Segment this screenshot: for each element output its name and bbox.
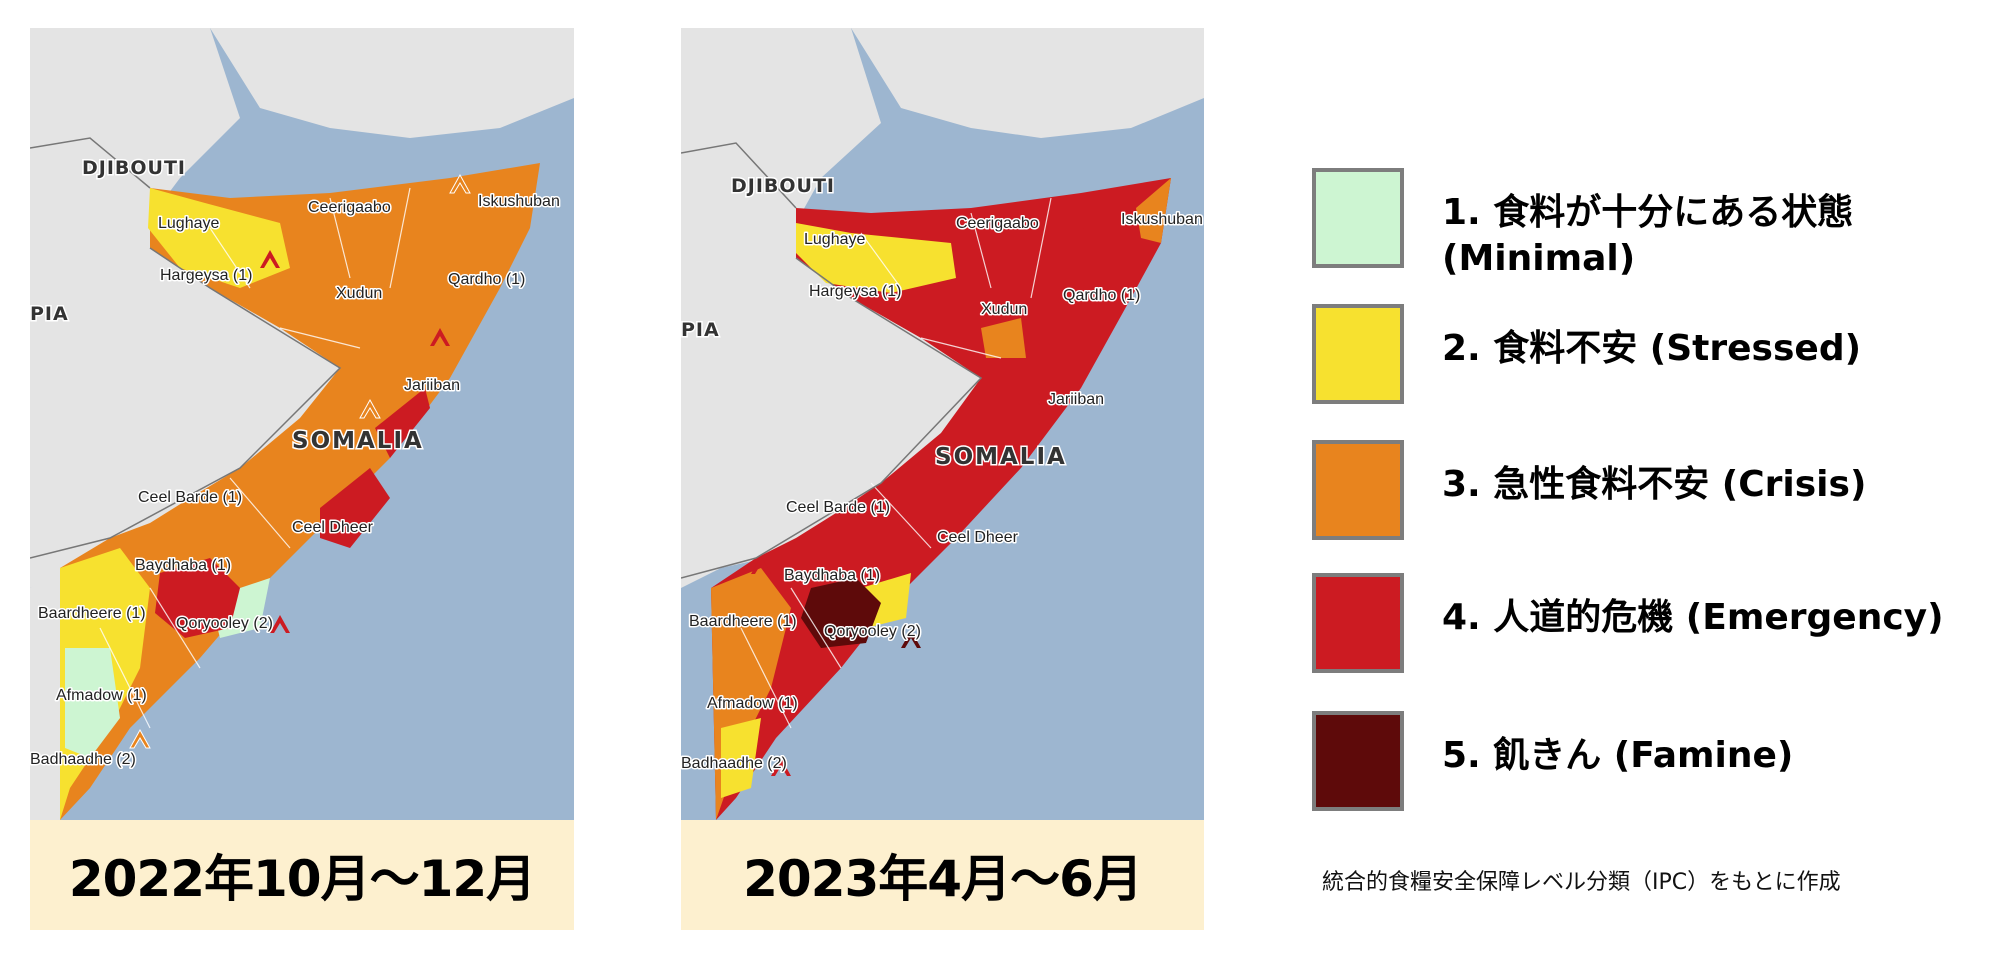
label-baardheere: Baardheere (1) bbox=[689, 613, 797, 630]
region-crisis-xudun bbox=[981, 318, 1026, 358]
label-ceel-barde: Ceel Barde (1) bbox=[138, 489, 242, 506]
map-svg-2022: DJIBOUTI PIA SOMALIA Lughaye Ceerigaabo … bbox=[30, 28, 574, 820]
camp-markers-orange bbox=[129, 173, 471, 749]
region-stressed-northwest bbox=[148, 188, 290, 288]
camp-marker bbox=[449, 173, 471, 194]
label-afmadow: Afmadow (1) bbox=[56, 687, 147, 704]
label-ceel-dheer: Ceel Dheer bbox=[937, 529, 1019, 546]
legend-label-emergency: 4. 人道的危機 (Emergency) bbox=[1442, 597, 1944, 638]
legend-item-stressed: 2. 食料不安 (Stressed) bbox=[1312, 304, 1992, 414]
idp-camp-markers bbox=[751, 220, 1098, 776]
label-djibouti: DJIBOUTI bbox=[731, 175, 835, 197]
ipc-map-2022: DJIBOUTI PIA SOMALIA Lughaye Ceerigaabo … bbox=[30, 28, 574, 820]
camp-marker bbox=[1078, 220, 1098, 238]
label-ceerigaabo: Ceerigaabo bbox=[308, 199, 391, 216]
map-svg-2023: DJIBOUTI PIA SOMALIA Lughaye Ceerigaabo … bbox=[681, 28, 1204, 820]
region-emergency-coast bbox=[375, 388, 430, 458]
camp-marker bbox=[260, 250, 280, 268]
region-stressed-northwest bbox=[796, 223, 956, 293]
label-somalia: SOMALIA bbox=[292, 428, 424, 454]
legend-item-famine: 5. 飢きん (Famine) bbox=[1312, 711, 1992, 821]
label-ceel-dheer: Ceel Dheer bbox=[292, 519, 374, 536]
ipc-legend: 1. 食料が十分にある状態 (Minimal) 2. 食料不安 (Stresse… bbox=[1312, 168, 1992, 828]
camp-marker bbox=[901, 630, 921, 648]
region-minimal bbox=[65, 648, 120, 758]
source-note: 統合的食糧安全保障レベル分類（IPC）をもとに作成 bbox=[1322, 870, 1841, 895]
label-ethiopia-fragment: PIA bbox=[681, 319, 720, 341]
label-jariiban: Jariiban bbox=[1048, 391, 1104, 408]
period-label: 2023年4月〜6月 bbox=[743, 850, 1143, 908]
label-lughaye: Lughaye bbox=[804, 231, 865, 248]
legend-item-minimal: 1. 食料が十分にある状態 (Minimal) bbox=[1312, 168, 1992, 279]
label-ceerigaabo: Ceerigaabo bbox=[956, 215, 1039, 232]
region-crisis-northeast bbox=[1136, 178, 1171, 243]
label-baydhaba: Baydhaba (1) bbox=[784, 567, 880, 584]
legend-label-stressed: 2. 食料不安 (Stressed) bbox=[1442, 328, 1862, 369]
legend-label-famine: 5. 飢きん (Famine) bbox=[1442, 735, 1794, 776]
region-emergency-baydhaba bbox=[155, 558, 240, 638]
label-xudun: Xudun bbox=[336, 285, 382, 302]
label-qardho: Qardho (1) bbox=[448, 271, 525, 288]
region-emergency-ceeldheer bbox=[320, 468, 390, 548]
period-caption-2022: 2022年10月〜12月 bbox=[30, 820, 574, 930]
camp-marker bbox=[129, 728, 151, 749]
camp-marker bbox=[270, 615, 290, 633]
region-somalia-emergency bbox=[711, 178, 1171, 820]
legend-label-minimal: 1. 食料が十分にある状態 (Minimal) bbox=[1442, 192, 1854, 279]
label-jariiban: Jariiban bbox=[404, 377, 460, 394]
camp-marker bbox=[751, 556, 771, 574]
region-famine bbox=[801, 578, 881, 648]
legend-swatch-minimal bbox=[1312, 168, 1404, 268]
label-djibouti: DJIBOUTI bbox=[82, 157, 186, 179]
legend-swatch-famine bbox=[1312, 711, 1404, 811]
region-stressed-south bbox=[721, 718, 761, 798]
label-afmadow: Afmadow (1) bbox=[707, 695, 798, 712]
label-ceel-barde: Ceel Barde (1) bbox=[786, 499, 890, 516]
label-badhaadhe: Badhaadhe (2) bbox=[681, 755, 787, 772]
label-iskushuban: Iskushuban bbox=[1121, 211, 1203, 228]
legend-item-emergency: 4. 人道的危機 (Emergency) bbox=[1312, 573, 1992, 683]
map-panel-2022: DJIBOUTI PIA SOMALIA Lughaye Ceerigaabo … bbox=[30, 28, 574, 930]
legend-swatch-emergency bbox=[1312, 573, 1404, 673]
label-baydhaba: Baydhaba (1) bbox=[135, 557, 231, 574]
label-iskushuban: Iskushuban bbox=[478, 193, 560, 210]
idp-camp-markers bbox=[260, 250, 450, 633]
legend-swatch-crisis bbox=[1312, 440, 1404, 540]
label-qoryooley: Qoryooley (2) bbox=[176, 615, 273, 632]
country-border bbox=[30, 137, 342, 559]
period-label: 2022年10月〜12月 bbox=[68, 850, 536, 908]
label-ethiopia-fragment: PIA bbox=[30, 303, 69, 325]
label-somalia: SOMALIA bbox=[935, 444, 1067, 470]
boundaries bbox=[740, 197, 1052, 729]
map-panel-2023: DJIBOUTI PIA SOMALIA Lughaye Ceerigaabo … bbox=[681, 28, 1204, 930]
label-qardho: Qardho (1) bbox=[1063, 287, 1140, 304]
label-badhaadhe: Badhaadhe (2) bbox=[30, 751, 136, 768]
camp-marker bbox=[430, 328, 450, 346]
camp-marker bbox=[359, 398, 381, 419]
region-somalia-crisis bbox=[60, 163, 540, 820]
boundaries bbox=[99, 187, 411, 729]
legend-item-crisis: 3. 急性食料不安 (Crisis) bbox=[1312, 440, 1992, 550]
land-arabia bbox=[851, 28, 1204, 138]
country-border bbox=[681, 142, 983, 579]
label-baardheere: Baardheere (1) bbox=[38, 605, 146, 622]
label-qoryooley: Qoryooley (2) bbox=[824, 623, 921, 640]
camp-markers-dark bbox=[901, 630, 921, 648]
ipc-map-2023: DJIBOUTI PIA SOMALIA Lughaye Ceerigaabo … bbox=[681, 28, 1204, 820]
label-xudun: Xudun bbox=[981, 301, 1027, 318]
legend-label-crisis: 3. 急性食料不安 (Crisis) bbox=[1442, 464, 1867, 505]
land-arabia bbox=[210, 28, 574, 138]
label-lughaye: Lughaye bbox=[158, 215, 219, 232]
period-caption-2023: 2023年4月〜6月 bbox=[681, 820, 1204, 930]
label-hargeysa: Hargeysa (1) bbox=[809, 283, 901, 300]
label-hargeysa: Hargeysa (1) bbox=[160, 267, 252, 284]
camp-marker bbox=[771, 758, 791, 776]
legend-swatch-stressed bbox=[1312, 304, 1404, 404]
